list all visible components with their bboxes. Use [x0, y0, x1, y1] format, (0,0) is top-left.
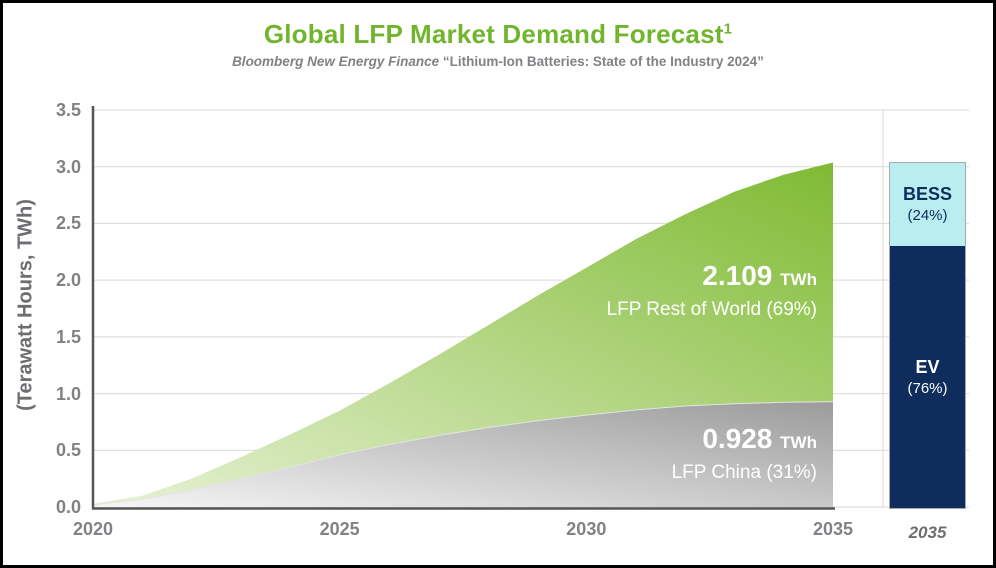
bar-segment-ev-label: EV [915, 356, 940, 377]
y-tick-label: 2.5 [55, 213, 81, 234]
bar-segment-bess-percent: (24%) [907, 207, 948, 225]
annotation-china-value: 0.928 TWh [702, 423, 817, 454]
bar-segment-bess-label: BESS [902, 184, 953, 205]
y-tick-label: 0.0 [55, 497, 81, 517]
forecast-area-chart [91, 106, 969, 510]
title-footnote-marker: 1 [723, 20, 733, 38]
annotation-china-label: LFP China (31%) [671, 462, 817, 483]
x-tick-label: 2025 [319, 519, 360, 539]
bar-segment-bess: BESS (24%) [890, 163, 965, 246]
y-tick-label: 1.5 [55, 326, 81, 347]
title-text: Global LFP Market Demand Forecast [263, 19, 724, 49]
annotation-rest-of-world-label: LFP Rest of World (69%) [606, 299, 817, 320]
y-tick-label: 3.5 [55, 100, 81, 120]
bar-segment-ev: EV (76%) [890, 245, 965, 508]
bar-x-label: 2035 [908, 523, 947, 542]
x-tick-label: 2030 [566, 519, 607, 539]
x-tick-label: 2035 [812, 519, 854, 539]
subtitle-source: Bloomberg New Energy Finance [232, 54, 440, 69]
x-tick-label: 2020 [72, 519, 114, 539]
y-tick-label: 2.0 [55, 270, 81, 291]
page-title: Global LFP Market Demand Forecast1 [3, 19, 993, 50]
y-tick-label: 3.0 [55, 156, 81, 177]
y-tick-label: 1.0 [55, 383, 81, 404]
annotation-rest-of-world: 2.109 TWh LFP Rest of World (69%) [607, 259, 817, 324]
subtitle-report-name: “Lithium-Ion Batteries: State of the Ind… [439, 54, 764, 69]
bar-2035: BESS (24%) EV (76%) [889, 162, 966, 509]
annotation-china: 0.928 TWh LFP China (31%) [672, 422, 817, 487]
annotation-rest-of-world-value: 2.109 TWh [702, 260, 817, 291]
chart-subtitle: Bloomberg New Energy Finance “Lithium-Io… [3, 54, 993, 69]
bar-segment-ev-percent: (76%) [907, 379, 948, 397]
y-tick-label: 0.5 [55, 440, 81, 461]
